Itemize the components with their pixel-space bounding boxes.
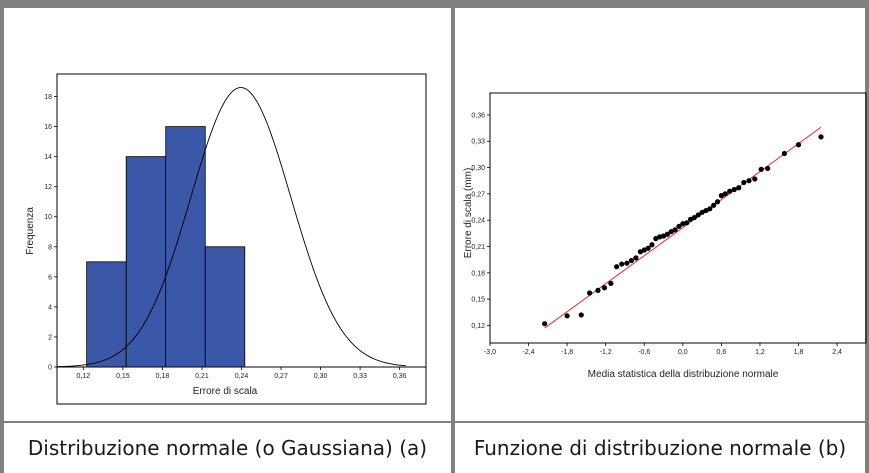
caption-divider xyxy=(0,421,869,423)
histogram-x-tick-label: 0,18 xyxy=(156,373,170,380)
probplot-x-tick-label: -1,8 xyxy=(561,349,573,356)
probplot-y-tick-label: 0,33 xyxy=(471,139,485,146)
histogram-y-tick-label: 6 xyxy=(48,274,52,281)
data-point xyxy=(795,142,802,148)
normal-curve xyxy=(56,87,406,368)
right-border xyxy=(865,8,869,473)
histogram-x-tick-label: 0,24 xyxy=(235,373,249,380)
histogram-y-tick-label: 18 xyxy=(44,94,52,101)
probplot-y-tick-label: 0,24 xyxy=(471,218,485,225)
left-border xyxy=(0,8,4,473)
data-point xyxy=(628,257,635,264)
probplot-y-tick-label: 0,12 xyxy=(471,323,485,330)
probplot-x-tick-label: 0,0 xyxy=(678,349,688,356)
histogram-bar xyxy=(86,261,127,368)
histogram-y-tick-label: 10 xyxy=(44,214,52,221)
probplot-y-tick-label: 0,27 xyxy=(471,191,485,198)
probplot-y-tick-label: 0,36 xyxy=(471,112,485,119)
data-point xyxy=(649,242,655,248)
data-point xyxy=(736,185,742,191)
histogram-ylabel: Frequenza xyxy=(25,207,36,255)
histogram-y-tick-label: 2 xyxy=(48,334,52,341)
data-point xyxy=(818,134,824,140)
top-border xyxy=(0,0,869,8)
data-point xyxy=(758,166,764,172)
probplot-x-tick-label: -1,2 xyxy=(600,349,612,356)
probplot-y-tick-label: 0,30 xyxy=(471,165,485,172)
data-point xyxy=(741,179,747,186)
histogram-bar xyxy=(125,156,167,368)
histogram-bar xyxy=(204,246,246,368)
histogram-x-tick-label: 0,27 xyxy=(274,373,288,380)
data-point xyxy=(695,212,701,218)
data-point xyxy=(752,176,758,182)
data-point xyxy=(765,165,771,172)
data-point xyxy=(731,186,737,193)
caption-right: Funzione di distribuzione normale (b) xyxy=(473,436,847,460)
reference-line xyxy=(544,126,822,329)
probplot-y-tick-label: 0,21 xyxy=(471,244,485,251)
histogram-xlabel: Errore di scala xyxy=(193,386,258,397)
center-divider xyxy=(451,8,455,473)
data-point xyxy=(542,321,548,327)
data-point xyxy=(707,206,713,212)
data-point xyxy=(727,188,733,194)
histogram-y-tick-label: 12 xyxy=(44,184,52,191)
data-point xyxy=(684,220,690,226)
probplot-x-tick-label: 1,2 xyxy=(755,349,765,356)
data-point xyxy=(614,264,620,270)
data-point xyxy=(624,260,630,266)
data-point xyxy=(722,191,728,197)
data-point xyxy=(781,150,787,157)
probplot-xlabel: Media statistica della distribuzione nor… xyxy=(588,369,779,380)
probplot-frame xyxy=(489,92,867,344)
histogram-y-tick-label: 14 xyxy=(44,154,52,161)
probplot-x-tick-label: 0,6 xyxy=(717,349,727,356)
data-point xyxy=(595,287,601,293)
data-point xyxy=(714,199,721,205)
data-point xyxy=(645,245,651,251)
data-point xyxy=(619,261,625,267)
probplot-x-tick-label: 1,8 xyxy=(794,349,804,356)
data-point xyxy=(691,214,697,221)
data-point xyxy=(601,285,608,291)
histogram-x-tick-label: 0,12 xyxy=(77,373,91,380)
histogram-bar xyxy=(165,126,206,368)
histogram-x-tick-label: 0,36 xyxy=(393,373,407,380)
histogram-y-tick-label: 8 xyxy=(48,244,52,251)
caption-left: Distribuzione normale (o Gaussiana) (a) xyxy=(27,436,428,460)
histogram-y-tick-label: 16 xyxy=(44,124,52,131)
data-point xyxy=(676,223,682,229)
data-point xyxy=(711,202,717,208)
probplot-x-tick-label: -3,0 xyxy=(484,349,496,356)
data-point xyxy=(578,312,584,318)
data-point xyxy=(564,313,570,319)
data-point xyxy=(633,255,639,261)
data-point xyxy=(608,280,614,286)
probplot-x-tick-label: -2,4 xyxy=(523,349,535,356)
histogram-y-tick-label: 4 xyxy=(48,304,52,311)
probplot-ylabel: Errore di scala (mm) xyxy=(463,168,474,259)
histogram-x-tick-label: 0,33 xyxy=(353,373,367,380)
data-point xyxy=(664,231,670,237)
data-point xyxy=(746,178,752,184)
histogram-x-tick-label: 0,21 xyxy=(195,373,209,380)
probplot-y-tick-label: 0,18 xyxy=(471,270,485,277)
data-point xyxy=(587,290,593,296)
data-point xyxy=(672,227,678,233)
histogram-x-tick-label: 0,15 xyxy=(116,373,130,380)
histogram-y-tick-label: 0 xyxy=(48,365,52,372)
histogram-x-tick-label: 0,30 xyxy=(314,373,328,380)
probplot-x-tick-label: -0,6 xyxy=(638,349,650,356)
probplot-x-tick-label: 2,4 xyxy=(832,349,842,356)
probplot-y-tick-label: 0,15 xyxy=(471,297,485,304)
